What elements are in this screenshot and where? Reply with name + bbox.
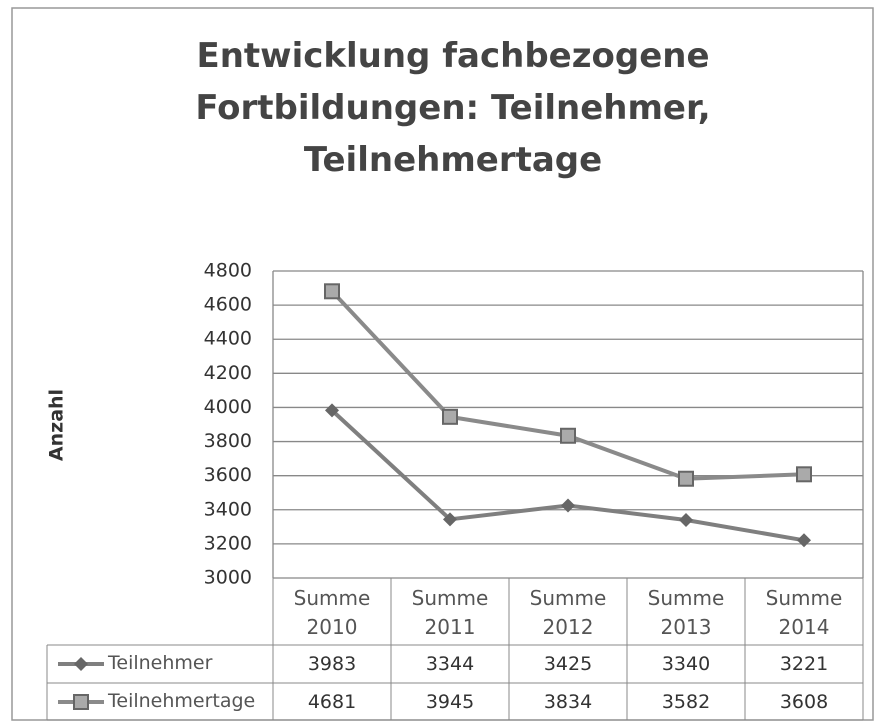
y-tick-label: 3000 [204, 567, 252, 589]
marker [442, 408, 458, 425]
x-tick-label: Summe 2013 [647, 586, 725, 639]
series-line [330, 289, 805, 481]
marker [796, 466, 812, 483]
y-tick-label: 4200 [204, 362, 252, 384]
table-value: 3945 [425, 691, 475, 713]
y-tick-label: 4600 [204, 294, 252, 316]
x-tick-label: Summe 2014 [765, 586, 843, 639]
x-tick-label: Summe 2012 [529, 586, 607, 639]
marker [679, 513, 693, 528]
marker [560, 427, 576, 444]
table-value: 3221 [779, 653, 829, 675]
chart-title: Entwicklung fachbezogene Fortbildungen: … [195, 36, 711, 180]
table-value: 3344 [425, 653, 475, 675]
x-tick-label: Summe 2011 [411, 586, 489, 639]
marker [443, 512, 457, 527]
table-value: 3582 [661, 691, 711, 713]
table-value: 3425 [543, 653, 593, 675]
y-axis-label: Anzahl [46, 389, 68, 461]
marker [324, 283, 340, 300]
y-tick-label: 4400 [204, 328, 252, 350]
marker [797, 533, 811, 548]
y-tick-label: 3200 [204, 532, 252, 554]
y-tick-label: 3800 [204, 430, 252, 452]
table-value: 3983 [307, 653, 357, 675]
y-tick-label: 3400 [204, 498, 252, 520]
x-tick-label: Summe 2010 [293, 586, 371, 639]
marker [561, 498, 575, 513]
table-value: 3340 [661, 653, 711, 675]
y-tick-label: 4000 [204, 396, 252, 418]
table-value: 3608 [779, 691, 829, 713]
marker [678, 470, 694, 487]
marker [73, 694, 89, 710]
legend-label: Teilnehmertage [108, 690, 256, 712]
marker [74, 657, 88, 671]
table-value: 3834 [543, 691, 593, 713]
y-tick-label: 4800 [204, 260, 252, 282]
marker [325, 403, 339, 418]
y-tick-label: 3600 [204, 464, 252, 486]
table-value: 4681 [307, 691, 357, 713]
legend-label: Teilnehmer [108, 652, 213, 674]
